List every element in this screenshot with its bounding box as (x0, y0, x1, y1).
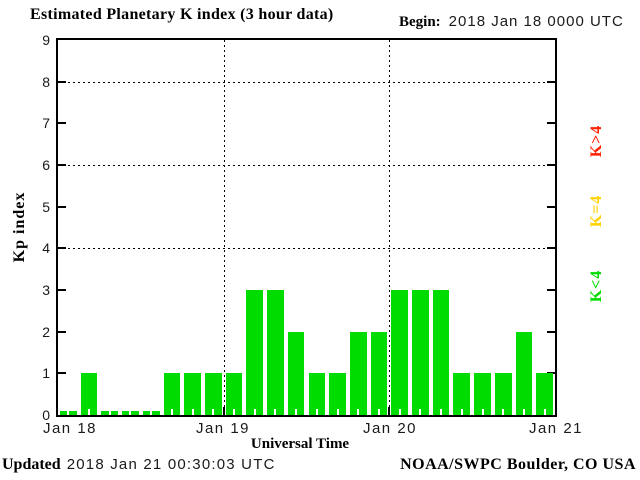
updated-row: Updated 2018 Jan 21 00:30:03 UTC (2, 456, 276, 474)
kp-bar (453, 373, 471, 415)
x-tick-label: Jan 20 (362, 420, 418, 437)
kp-bar (308, 373, 326, 415)
kp-bar (101, 409, 119, 415)
y-tick-label: 3 (42, 282, 50, 298)
begin-row: Begin: 2018 Jan 18 0000 UTC (399, 13, 624, 31)
axis-minor-tick-notch (398, 409, 401, 415)
y-tick-right (547, 80, 555, 83)
axis-minor-tick-notch (440, 409, 443, 415)
kp-bar (536, 373, 553, 415)
kp-bar (494, 373, 512, 415)
axis-minor-tick-notch (150, 409, 153, 415)
y-tick-right (547, 289, 555, 291)
kp-bar (60, 409, 77, 415)
kp-bar (329, 373, 346, 415)
kp-bar (370, 331, 388, 415)
axis-minor-tick-notch (357, 409, 360, 415)
x-tick-label: Jan 21 (528, 420, 584, 437)
y-tick-left (58, 122, 66, 125)
axis-minor-tick-notch (212, 409, 215, 415)
h-gridline (58, 165, 555, 166)
y-tick-label: 0 (42, 407, 50, 423)
begin-value: 2018 Jan 18 0000 UTC (448, 13, 624, 30)
axis-minor-tick-notch (522, 409, 525, 415)
x-day-tick (388, 407, 390, 415)
kp-bar (349, 331, 367, 415)
y-tick-left (58, 330, 66, 333)
axis-minor-tick-notch (502, 409, 505, 415)
y-tick-label: 4 (42, 240, 50, 257)
axis-minor-tick-notch (274, 409, 277, 415)
source-text: NOAA/SWPC Boulder, CO USA (400, 456, 636, 473)
y-tick-label: 2 (42, 323, 50, 340)
axis-minor-tick-notch (460, 409, 463, 415)
x-tick-label: Jan 18 (42, 420, 98, 437)
y-tick-right (547, 164, 555, 166)
y-tick-right (547, 330, 555, 333)
v-gridline-day (389, 40, 390, 415)
y-tick-label: 1 (42, 365, 50, 382)
kp-bar (80, 373, 98, 415)
begin-label: Begin: (399, 14, 441, 30)
kp-bar (246, 290, 264, 415)
axis-minor-tick-notch (377, 409, 380, 415)
y-axis-label: Kp index (11, 191, 28, 263)
axis-minor-tick-notch (419, 409, 422, 415)
kp-bar (287, 331, 305, 415)
y-tick-right (547, 122, 555, 125)
h-gridline (58, 81, 555, 83)
axis-minor-tick-notch (336, 409, 339, 415)
y-tick-right (547, 205, 555, 208)
y-tick-left (58, 80, 66, 83)
y-tick-label: 7 (42, 115, 50, 132)
updated-value: 2018 Jan 21 00:30:03 UTC (66, 456, 276, 473)
y-tick-left (58, 372, 66, 375)
axis-minor-tick-notch (233, 409, 235, 415)
x-day-tick (223, 407, 225, 415)
y-tick-left (58, 205, 66, 208)
y-tick-left (58, 164, 66, 166)
legend-label-k-gt-4: K>4 (588, 124, 605, 158)
kp-bar (163, 373, 181, 415)
h-gridline (58, 248, 555, 250)
axis-minor-tick-notch (295, 409, 298, 415)
y-tick-left (58, 289, 66, 291)
kp-bar (225, 373, 243, 415)
x-tick-label: Jan 19 (195, 420, 251, 437)
x-axis-label: Universal Time (250, 436, 350, 452)
y-tick-label: 5 (42, 198, 50, 215)
axis-minor-tick-notch (191, 409, 194, 415)
plot-area (56, 38, 557, 417)
kp-bar (515, 331, 533, 415)
axis-minor-tick-notch (88, 409, 91, 415)
legend-label-k-eq-4: K=4 (588, 194, 605, 228)
updated-label: Updated (2, 456, 61, 473)
kp-bar (204, 373, 222, 415)
y-tick-left (58, 247, 66, 250)
kp-bar (267, 290, 284, 415)
legend-label-k-lt-4: K<4 (588, 269, 605, 303)
kp-bar (474, 373, 491, 415)
axis-minor-tick-notch (481, 409, 484, 415)
axis-minor-tick-notch (67, 409, 70, 415)
kp-bar (122, 409, 139, 415)
v-gridline-day (224, 40, 225, 415)
kp-bar (412, 290, 429, 415)
kp-bar (142, 409, 160, 415)
axis-minor-tick-notch (253, 409, 256, 415)
axis-minor-tick-notch (108, 409, 111, 415)
y-tick-label: 6 (42, 157, 50, 173)
kp-bar (391, 290, 409, 415)
axis-minor-tick-notch (315, 409, 318, 415)
axis-minor-tick-notch (170, 409, 173, 415)
y-tick-label: 9 (42, 32, 50, 48)
kp-bar (184, 373, 201, 415)
axis-minor-tick-notch (543, 409, 546, 415)
axis-minor-tick-notch (129, 409, 132, 415)
kp-bar (432, 290, 450, 415)
page-title: Estimated Planetary K index (3 hour data… (30, 6, 334, 23)
y-tick-right (547, 247, 555, 250)
y-tick-label: 8 (42, 73, 50, 90)
